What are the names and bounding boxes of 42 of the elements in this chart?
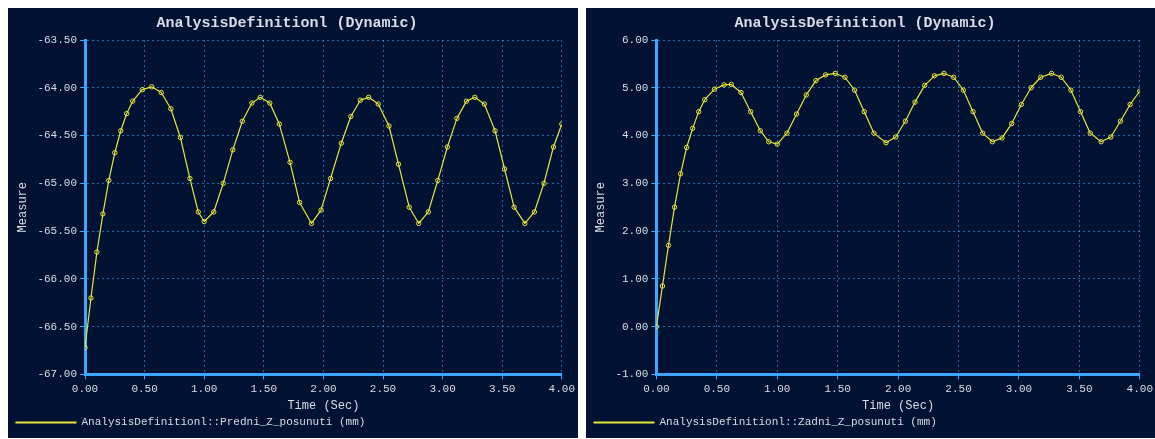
x-tick-label: 1.00 xyxy=(764,382,791,395)
text: AnalysisDefinitionl::Zadni_Z_posunuti (mm) xyxy=(659,416,937,429)
x-tick-label: 1.00 xyxy=(191,382,218,395)
x-tick-label: 2.00 xyxy=(884,382,912,395)
x-tick-label: 3.50 xyxy=(1066,382,1093,395)
x-tick-label: 0.00 xyxy=(643,382,670,395)
x-tick-label: 3.00 xyxy=(1005,382,1033,395)
y-tick-label: 4.00 xyxy=(622,129,649,142)
y-tick-label: 5.00 xyxy=(622,81,649,94)
x-tick-label: 2.50 xyxy=(369,382,397,395)
x-tick-label: 2.00 xyxy=(310,382,337,395)
y-tick-label: 1.00 xyxy=(622,272,649,285)
chart-title: AnalysisDefinitionl (Dynamic) xyxy=(734,14,996,32)
y-tick-label: 2.00 xyxy=(622,224,649,237)
y-tick-label: 3.00 xyxy=(622,177,649,190)
y-tick-label: -65.50 xyxy=(37,224,78,237)
y-tick-label: -66.50 xyxy=(37,320,78,333)
x-axis-title: Time (Sec) xyxy=(862,398,935,413)
y-tick-label: -65.00 xyxy=(37,177,78,190)
x-tick-label: 3.00 xyxy=(429,382,456,395)
x-tick-label: 2.50 xyxy=(945,382,972,395)
y-tick-label: -63.50 xyxy=(37,33,78,46)
y-tick-label: -64.50 xyxy=(37,129,78,142)
x-tick-label: 0.50 xyxy=(703,382,731,395)
x-axis-title: Time (Sec) xyxy=(287,398,360,413)
x-tick-label: 4.00 xyxy=(548,382,575,395)
x-tick-label: 1.50 xyxy=(250,382,278,395)
x-tick-label: 4.00 xyxy=(1126,382,1153,395)
chart-title: AnalysisDefinitionl (Dynamic) xyxy=(156,14,418,32)
x-tick-label: 3.50 xyxy=(489,382,516,395)
y-tick-label: -1.00 xyxy=(615,368,649,381)
y-tick-label: -66.00 xyxy=(37,272,78,285)
y-axis-title: Measure xyxy=(16,181,31,233)
y-tick-label: 6.00 xyxy=(622,33,649,46)
x-tick-label: 0.00 xyxy=(71,382,99,395)
y-tick-label: -67.00 xyxy=(37,368,78,381)
x-tick-label: 1.50 xyxy=(824,382,851,395)
y-tick-label: -64.00 xyxy=(37,81,78,94)
x-tick-label: 0.50 xyxy=(131,382,158,395)
y-axis-title: Measure xyxy=(594,181,609,233)
y-tick-label: 0.00 xyxy=(622,320,649,333)
text: AnalysisDefinitionl::Predni_Z_posunuti (mm) xyxy=(81,416,366,429)
